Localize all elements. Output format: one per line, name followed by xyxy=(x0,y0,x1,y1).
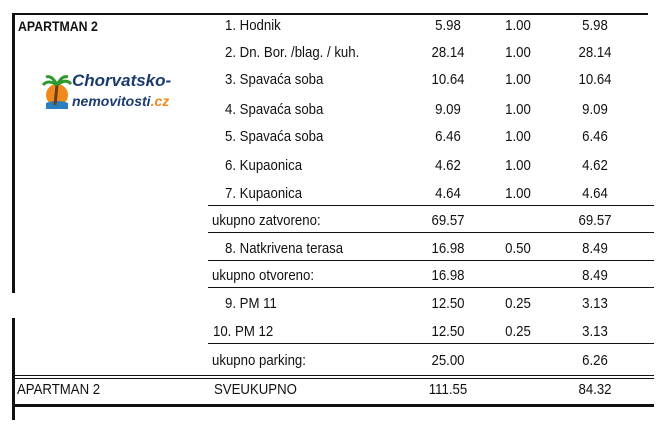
row-label: ukupno zatvoreno: xyxy=(212,212,321,229)
section-label: APARTMAN 2 xyxy=(18,18,98,34)
total-section-label: APARTMAN 2 xyxy=(17,381,101,398)
row-area: 5.98 xyxy=(435,17,461,34)
row-label: 1. Hodnik xyxy=(225,17,281,34)
row-separator xyxy=(208,343,654,344)
row-result: 6.26 xyxy=(582,352,608,369)
row-result: 3.13 xyxy=(582,323,608,340)
row-result: 9.09 xyxy=(582,101,608,118)
row-label: ukupno otvoreno: xyxy=(212,267,315,284)
row-coef: 1.00 xyxy=(505,128,531,145)
bottom-border xyxy=(14,404,654,407)
total-double-line-2 xyxy=(14,378,654,379)
row-area: 6.46 xyxy=(435,128,461,145)
row-result: 3.13 xyxy=(582,295,608,312)
row-separator xyxy=(208,287,654,288)
palm-tree-icon xyxy=(42,75,72,109)
row-result: 69.57 xyxy=(578,212,612,229)
row-coef: 1.00 xyxy=(505,185,531,202)
top-border xyxy=(14,13,648,15)
row-area: 25.00 xyxy=(431,352,465,369)
row-coef: 1.00 xyxy=(505,71,531,88)
row-result: 4.64 xyxy=(582,185,608,202)
row-label: 5. Spavaća soba xyxy=(225,128,324,145)
row-area: 9.09 xyxy=(435,101,461,118)
row-result: 4.62 xyxy=(582,157,608,174)
row-label: 8. Natkrivena terasa xyxy=(225,240,344,257)
row-area: 4.64 xyxy=(435,185,461,202)
row-label: 10. PM 12 xyxy=(213,323,274,340)
total-area: 111.55 xyxy=(428,381,468,398)
row-label: ukupno parking: xyxy=(212,352,306,369)
row-area: 16.98 xyxy=(431,240,465,257)
row-result: 10.64 xyxy=(578,71,612,88)
watermark-tld: .cz xyxy=(150,93,170,109)
row-separator xyxy=(208,205,654,206)
row-coef: 0.50 xyxy=(505,240,531,257)
watermark-domain: nemovitosti xyxy=(72,93,151,109)
row-coef: 1.00 xyxy=(505,17,531,34)
row-label: 2. Dn. Bor. /blag. / kuh. xyxy=(225,44,360,61)
row-label: 7. Kupaonica xyxy=(225,185,303,202)
row-result: 28.14 xyxy=(578,44,612,61)
row-coef: 1.00 xyxy=(505,101,531,118)
row-result: 5.98 xyxy=(582,17,608,34)
row-label: 3. Spavaća soba xyxy=(225,71,324,88)
row-area: 69.57 xyxy=(431,212,465,229)
row-separator xyxy=(208,260,654,261)
row-separator xyxy=(208,232,654,233)
left-border-bottom xyxy=(12,318,15,420)
row-result: 6.46 xyxy=(582,128,608,145)
row-coef: 0.25 xyxy=(505,295,531,312)
watermark-line2: nemovitosti.cz xyxy=(72,93,169,109)
row-area: 10.64 xyxy=(431,71,465,88)
row-coef: 1.00 xyxy=(505,157,531,174)
row-coef: 1.00 xyxy=(505,44,531,61)
total-double-line-1 xyxy=(14,375,654,376)
row-area: 4.62 xyxy=(435,157,461,174)
row-result: 8.49 xyxy=(582,240,608,257)
row-label: 9. PM 11 xyxy=(225,295,277,312)
row-area: 12.50 xyxy=(431,323,465,340)
row-coef: 0.25 xyxy=(505,323,531,340)
row-label: 4. Spavaća soba xyxy=(225,101,324,118)
row-area: 16.98 xyxy=(431,267,465,284)
watermark-line1: Chorvatsko- xyxy=(72,71,172,90)
row-result: 8.49 xyxy=(582,267,608,284)
total-label: SVEUKUPNO xyxy=(214,381,297,398)
row-area: 12.50 xyxy=(431,295,465,312)
row-label: 6. Kupaonica xyxy=(225,157,303,174)
total-result: 84.32 xyxy=(578,381,612,398)
row-area: 28.14 xyxy=(431,44,465,61)
left-border-top xyxy=(12,13,15,293)
watermark-logo: Chorvatsko- nemovitosti.cz xyxy=(40,70,180,114)
